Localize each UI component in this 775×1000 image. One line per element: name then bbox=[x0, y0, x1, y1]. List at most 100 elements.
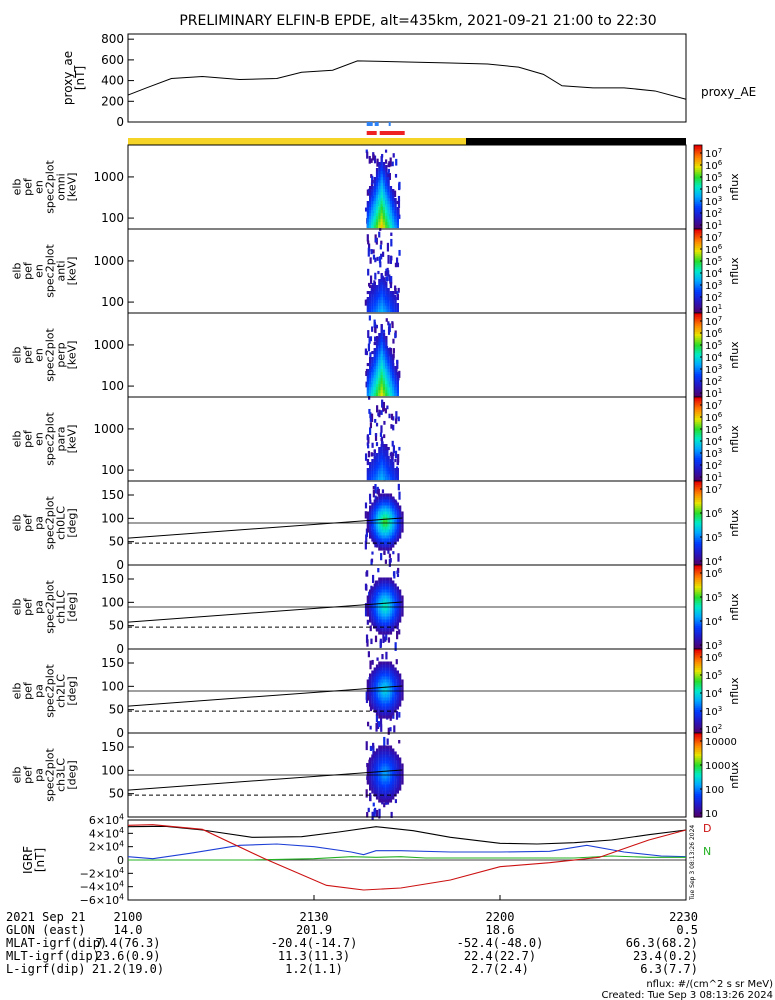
spectrogram-pixel bbox=[378, 294, 381, 298]
pitch-pixel bbox=[375, 691, 379, 695]
spectrogram-pixel bbox=[373, 393, 376, 397]
spectrogram-pixel bbox=[389, 192, 393, 196]
spectrogram-pixel bbox=[380, 474, 383, 478]
spectrogram-pixel bbox=[375, 462, 379, 466]
spectrogram-pixel bbox=[371, 198, 374, 202]
colorbar-7-segment bbox=[694, 781, 702, 784]
pitch-pixel bbox=[398, 682, 402, 686]
pitch-pixel bbox=[380, 667, 383, 671]
pitch-pixel bbox=[401, 781, 404, 785]
spectrogram-pixel bbox=[371, 453, 374, 457]
pitch-pixel bbox=[392, 697, 395, 701]
pitch-pixel bbox=[380, 538, 383, 542]
ae-ylabel: proxy_ae[nT] bbox=[61, 51, 87, 105]
pitch-pixel bbox=[375, 607, 379, 611]
spectrogram-pixel bbox=[382, 363, 386, 367]
spectrogram-pixel bbox=[382, 192, 386, 196]
spectrogram-pixel bbox=[396, 477, 399, 481]
colorbar-4-segment bbox=[694, 531, 702, 535]
spectrogram-pixel bbox=[395, 257, 399, 264]
pitch-pixel bbox=[382, 529, 386, 533]
spectrogram-pixel bbox=[378, 297, 381, 301]
colorbar-5-segment bbox=[694, 607, 702, 610]
spectrogram-pixel bbox=[389, 157, 392, 167]
colorbar-7-segment bbox=[694, 785, 702, 789]
pitch-pixel bbox=[389, 607, 393, 611]
colorbar-6-segment bbox=[694, 663, 702, 667]
colorbar-4-segment bbox=[694, 502, 702, 505]
colorbar-3-segment bbox=[694, 447, 702, 451]
spectrogram-pixel bbox=[380, 333, 383, 337]
colorbar-2-segment bbox=[694, 331, 702, 335]
spectrogram-pixel bbox=[374, 483, 377, 489]
spectrogram-pixel bbox=[382, 174, 386, 178]
colorbar-4-segment bbox=[694, 552, 702, 556]
igrf-ytick-label: −2×104 bbox=[80, 866, 124, 880]
pitch-pixel bbox=[373, 679, 376, 683]
pitch-pixel bbox=[378, 754, 381, 758]
spectrogram-pixel bbox=[375, 357, 379, 361]
colorbar-1-segment bbox=[694, 275, 702, 278]
pitch-pixel bbox=[375, 694, 379, 698]
colorbar-6-segment bbox=[694, 724, 702, 728]
colorbar-0-tick-label: 101 bbox=[705, 219, 722, 232]
colorbar-2-segment bbox=[694, 325, 702, 329]
pitch-pixel bbox=[389, 499, 393, 503]
pitch-pixel bbox=[392, 520, 395, 524]
pitch-pixel bbox=[387, 691, 390, 695]
colorbar-3-segment bbox=[694, 460, 702, 463]
spectrogram-pixel bbox=[380, 177, 383, 181]
pitch-pixel bbox=[387, 592, 390, 596]
spectrogram-pixel bbox=[387, 291, 390, 295]
spectrogram-pixel bbox=[396, 213, 399, 217]
spectrogram-pixel bbox=[373, 366, 376, 370]
spectrogram-pixel bbox=[387, 387, 390, 391]
spectrogram-pixel bbox=[396, 306, 399, 310]
panel-0-ylabel: elbpefenspec2plotomni[keV] bbox=[11, 160, 79, 214]
spectrogram-pixel bbox=[387, 213, 390, 217]
spectrogram-pixel bbox=[369, 222, 372, 226]
pitch-pixel bbox=[366, 685, 370, 689]
spectrogram-pixel bbox=[387, 366, 390, 370]
spectrogram-pixel bbox=[373, 282, 376, 286]
colorbar-2-tick-label: 105 bbox=[705, 339, 722, 352]
colorbar-2-segment bbox=[694, 315, 702, 318]
spectrogram-pixel bbox=[396, 630, 399, 640]
pitch-pixel bbox=[378, 766, 381, 770]
spectrogram-pixel bbox=[380, 162, 383, 166]
colorbar-2-tick-label: 106 bbox=[705, 327, 723, 340]
pitch-pixel bbox=[378, 757, 381, 761]
pitch-pixel bbox=[380, 499, 383, 503]
pitch-pixel bbox=[382, 673, 386, 677]
spectrogram-pixel bbox=[385, 207, 388, 211]
pitch-pixel bbox=[396, 691, 399, 695]
spectrogram-pixel bbox=[385, 363, 388, 367]
pitch-pixel bbox=[375, 508, 379, 512]
colorbar-0-segment bbox=[694, 161, 702, 165]
pitch-pixel bbox=[373, 511, 376, 515]
colorbar-4-segment bbox=[694, 518, 702, 522]
colorbar-1-segment bbox=[694, 310, 702, 314]
pitch-pixel bbox=[389, 766, 393, 770]
pitch-pixel bbox=[385, 706, 388, 710]
ae-ytick-label: 600 bbox=[101, 53, 124, 67]
pitch-pixel bbox=[382, 748, 386, 752]
pitch-pixel bbox=[398, 508, 402, 512]
spectrogram-pixel bbox=[392, 387, 395, 391]
spectrogram-pixel bbox=[366, 468, 370, 472]
colorbar-2-segment bbox=[694, 334, 702, 337]
spectrogram-pixel bbox=[396, 201, 399, 205]
pitch-pixel bbox=[380, 796, 383, 800]
spectrogram-pixel bbox=[371, 381, 374, 385]
pitch-pixel bbox=[385, 622, 388, 626]
colorbar-2-segment bbox=[694, 359, 702, 362]
pitch-pixel bbox=[398, 694, 402, 698]
pitch-pixel bbox=[373, 508, 376, 512]
spectrogram-pixel bbox=[387, 459, 390, 463]
colorbar-3-segment bbox=[694, 449, 702, 453]
colorbar-7-segment bbox=[694, 812, 702, 816]
spectrogram-pixel bbox=[380, 354, 383, 358]
spectrogram-pixel bbox=[366, 225, 370, 229]
spectrogram-pixel bbox=[389, 471, 393, 475]
spectrogram-pixel bbox=[373, 372, 376, 376]
